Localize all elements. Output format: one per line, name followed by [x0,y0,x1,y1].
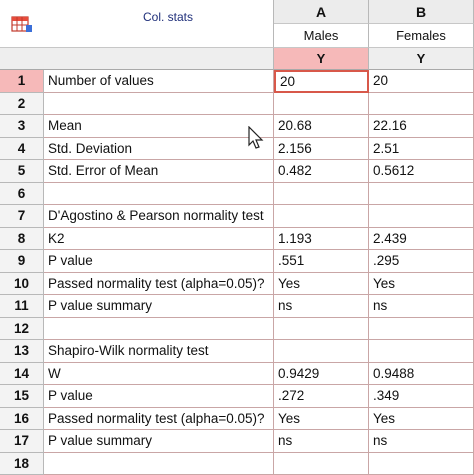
cell-males[interactable] [274,183,369,206]
row-label[interactable]: D'Agostino & Pearson normality test [44,205,274,228]
cell-females[interactable]: Yes [369,273,474,296]
row-number[interactable]: 7 [0,205,44,228]
cell-males[interactable]: 2.156 [274,138,369,161]
cell-females[interactable] [369,183,474,206]
cell-males[interactable] [274,340,369,363]
cell-males[interactable]: 0.9429 [274,363,369,386]
cell-females[interactable]: 0.9488 [369,363,474,386]
row-label[interactable]: Std. Deviation [44,138,274,161]
row-label[interactable]: Shapiro-Wilk normality test [44,340,274,363]
cell-females[interactable]: ns [369,430,474,453]
cell-females[interactable]: .295 [369,250,474,273]
cell-females[interactable] [369,93,474,116]
cell-males[interactable] [274,93,369,116]
row-number[interactable]: 18 [0,453,44,475]
cell-males[interactable]: ns [274,430,369,453]
row-label[interactable]: Mean [44,115,274,138]
table-title[interactable]: Col. stats [108,10,228,24]
row-number[interactable]: 1 [0,70,44,93]
column-subheader-a[interactable]: Y [274,48,369,70]
cell-females[interactable]: 0.5612 [369,160,474,183]
cell-females[interactable]: 2.439 [369,228,474,251]
row-number[interactable]: 6 [0,183,44,206]
cell-males[interactable]: 0.482 [274,160,369,183]
column-title-a[interactable]: Males [274,24,369,48]
row-number[interactable]: 12 [0,318,44,341]
cell-females[interactable]: 22.16 [369,115,474,138]
cell-males[interactable]: Yes [274,408,369,431]
cell-males[interactable] [274,318,369,341]
row-number[interactable]: 9 [0,250,44,273]
cell-females[interactable] [369,453,474,475]
cell-males[interactable]: .272 [274,385,369,408]
cell-males[interactable] [274,205,369,228]
row-label[interactable]: Passed normality test (alpha=0.05)? [44,408,274,431]
row-header-corner [0,48,274,70]
column-letter-a[interactable]: A [274,0,369,24]
cell-females[interactable]: ns [369,295,474,318]
column-subheader-b[interactable]: Y [369,48,474,70]
row-number[interactable]: 4 [0,138,44,161]
cell-females[interactable]: .349 [369,385,474,408]
row-label[interactable]: Number of values [44,70,274,93]
mouse-cursor-icon [248,126,264,150]
cell-males[interactable]: ns [274,295,369,318]
row-label[interactable]: Passed normality test (alpha=0.05)? [44,273,274,296]
column-title-b[interactable]: Females [369,24,474,48]
cell-males[interactable]: .551 [274,250,369,273]
cell-females[interactable] [369,318,474,341]
row-label[interactable]: Std. Error of Mean [44,160,274,183]
row-number[interactable]: 13 [0,340,44,363]
results-table-icon[interactable] [10,14,34,34]
cell-males[interactable] [274,453,369,475]
row-label[interactable]: P value summary [44,430,274,453]
cell-females[interactable] [369,205,474,228]
row-number[interactable]: 8 [0,228,44,251]
row-number[interactable]: 2 [0,93,44,116]
row-label[interactable]: W [44,363,274,386]
row-label[interactable] [44,453,274,475]
row-number[interactable]: 5 [0,160,44,183]
cell-females[interactable]: Yes [369,408,474,431]
row-number[interactable]: 15 [0,385,44,408]
cell-males[interactable]: 20.68 [274,115,369,138]
row-number[interactable]: 3 [0,115,44,138]
row-label[interactable] [44,93,274,116]
row-label[interactable]: K2 [44,228,274,251]
cell-females[interactable] [369,340,474,363]
cell-males[interactable]: 20 [274,70,369,93]
row-label[interactable] [44,318,274,341]
row-label[interactable]: P value summary [44,295,274,318]
cell-males[interactable]: Yes [274,273,369,296]
row-number[interactable]: 14 [0,363,44,386]
cell-females[interactable]: 20 [369,70,474,93]
column-letter-b[interactable]: B [369,0,474,24]
cell-females[interactable]: 2.51 [369,138,474,161]
cell-males[interactable]: 1.193 [274,228,369,251]
table-header-corner: Col. stats [0,0,274,48]
row-number[interactable]: 10 [0,273,44,296]
row-number[interactable]: 17 [0,430,44,453]
row-label[interactable]: P value [44,385,274,408]
row-label[interactable]: P value [44,250,274,273]
row-label[interactable] [44,183,274,206]
row-number[interactable]: 16 [0,408,44,431]
row-number[interactable]: 11 [0,295,44,318]
